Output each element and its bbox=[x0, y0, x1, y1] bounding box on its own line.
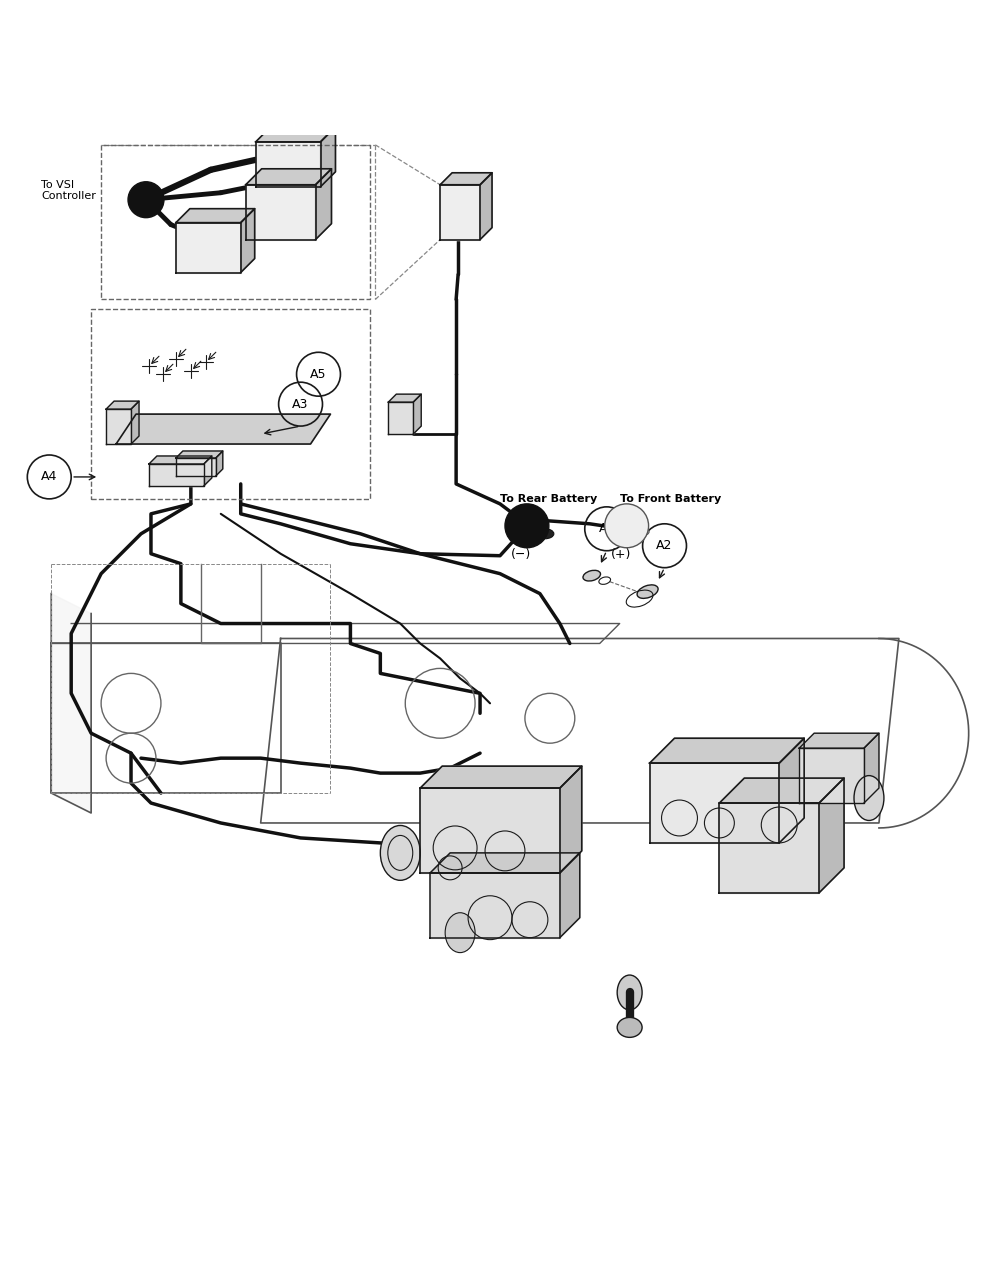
Circle shape bbox=[605, 504, 649, 547]
Polygon shape bbox=[176, 223, 241, 272]
Ellipse shape bbox=[583, 570, 601, 582]
Polygon shape bbox=[779, 739, 804, 843]
Polygon shape bbox=[256, 142, 320, 186]
Polygon shape bbox=[176, 457, 216, 476]
Polygon shape bbox=[440, 185, 480, 239]
Ellipse shape bbox=[445, 912, 475, 953]
Ellipse shape bbox=[634, 528, 649, 536]
Polygon shape bbox=[149, 464, 204, 487]
Polygon shape bbox=[106, 402, 139, 409]
Polygon shape bbox=[176, 209, 255, 223]
Polygon shape bbox=[719, 778, 844, 803]
Polygon shape bbox=[480, 172, 492, 239]
Polygon shape bbox=[204, 456, 212, 487]
Text: To Rear Battery: To Rear Battery bbox=[500, 494, 597, 504]
Polygon shape bbox=[388, 402, 413, 435]
Polygon shape bbox=[440, 172, 492, 185]
Text: (+): (+) bbox=[610, 547, 631, 561]
Polygon shape bbox=[149, 456, 212, 464]
Polygon shape bbox=[316, 169, 331, 239]
Polygon shape bbox=[241, 209, 255, 272]
Polygon shape bbox=[799, 749, 864, 803]
Polygon shape bbox=[560, 767, 582, 873]
Ellipse shape bbox=[617, 976, 642, 1010]
Text: A1: A1 bbox=[599, 522, 615, 535]
Ellipse shape bbox=[854, 775, 884, 821]
Polygon shape bbox=[216, 451, 223, 476]
Text: To Front Battery: To Front Battery bbox=[620, 494, 721, 504]
Polygon shape bbox=[256, 127, 335, 142]
Circle shape bbox=[128, 181, 164, 218]
Text: A3: A3 bbox=[292, 398, 309, 411]
Ellipse shape bbox=[380, 826, 420, 881]
Circle shape bbox=[505, 504, 549, 547]
Polygon shape bbox=[413, 394, 421, 435]
Polygon shape bbox=[246, 185, 316, 239]
Polygon shape bbox=[51, 594, 91, 813]
Polygon shape bbox=[650, 763, 779, 843]
Polygon shape bbox=[799, 734, 879, 749]
Polygon shape bbox=[560, 853, 580, 938]
Text: (−): (−) bbox=[511, 547, 531, 561]
Polygon shape bbox=[131, 402, 139, 443]
Polygon shape bbox=[388, 394, 421, 402]
Text: A4: A4 bbox=[41, 470, 57, 484]
Text: A5: A5 bbox=[310, 367, 327, 380]
Polygon shape bbox=[106, 409, 131, 443]
Polygon shape bbox=[420, 767, 582, 788]
Text: To VSI
Controller: To VSI Controller bbox=[41, 180, 96, 201]
Ellipse shape bbox=[617, 1017, 642, 1038]
Text: A2: A2 bbox=[656, 540, 673, 552]
Polygon shape bbox=[246, 169, 331, 185]
Polygon shape bbox=[719, 803, 819, 893]
Polygon shape bbox=[864, 734, 879, 803]
Polygon shape bbox=[650, 739, 804, 763]
Polygon shape bbox=[420, 788, 560, 873]
Polygon shape bbox=[430, 853, 580, 873]
Polygon shape bbox=[430, 873, 560, 938]
Polygon shape bbox=[819, 778, 844, 893]
Ellipse shape bbox=[536, 528, 554, 538]
Polygon shape bbox=[176, 451, 223, 457]
Ellipse shape bbox=[637, 585, 658, 598]
Polygon shape bbox=[116, 414, 330, 443]
Polygon shape bbox=[320, 127, 335, 186]
